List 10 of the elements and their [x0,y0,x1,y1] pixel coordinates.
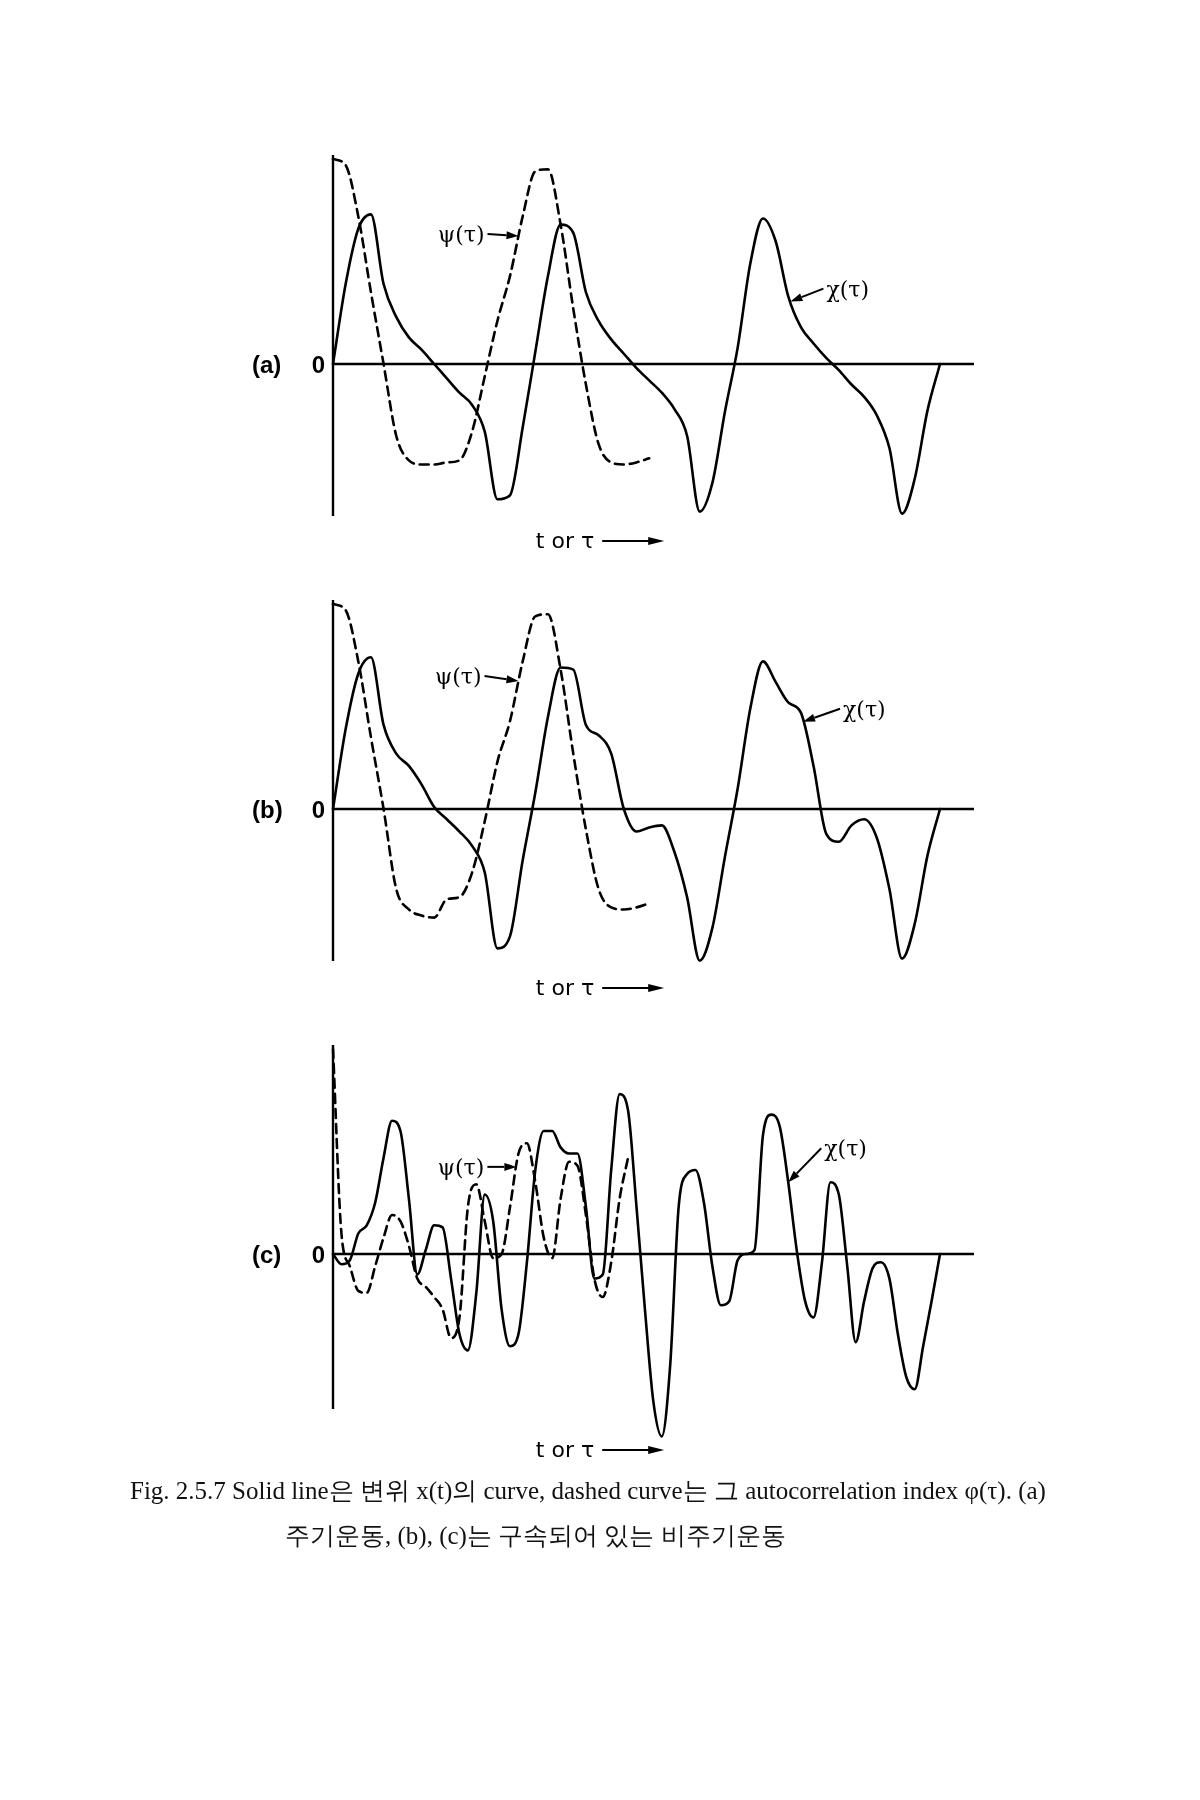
annotation: 0 [311,1241,325,1268]
title: (b) [252,796,283,823]
caption: Fig. 2.5.7 Solid line은 변위 x(t)의 curve, dashed curve는 그 autocorrelation index φ(τ). (a) 주기운동, (b), (c)는 구속되어 있는 비주기운동 [130,1476,1047,1552]
xlabel: t or τ [535,1437,595,1462]
annotation: 0 [311,796,325,823]
xlabel: t or τ [535,975,595,1000]
title: (a) [252,351,282,378]
title: (c) [252,1241,282,1268]
xlabel: t or τ [535,528,595,553]
annotation: 0 [311,351,325,378]
